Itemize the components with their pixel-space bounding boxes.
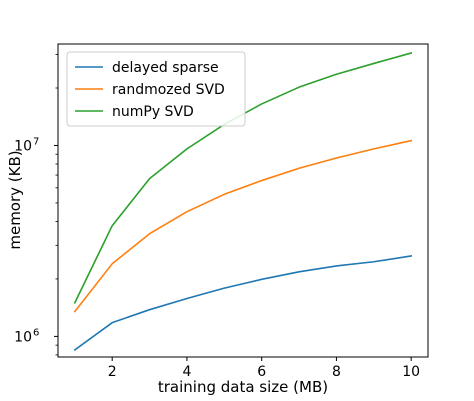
y-tick-exponent: 6 bbox=[33, 327, 39, 338]
y-minor-ticks bbox=[55, 53, 58, 356]
x-axis-label: training data size (MB) bbox=[158, 378, 328, 396]
series-line-1 bbox=[73, 139, 413, 313]
legend: delayed sparse randmozed SVD numPy SVD bbox=[66, 51, 246, 127]
x-tick-label: 10 bbox=[402, 364, 420, 380]
x-axis-ticks: 2 4 6 8 10 bbox=[108, 357, 420, 380]
axes-frame bbox=[57, 43, 429, 358]
x-tick-label: 6 bbox=[257, 364, 266, 380]
y-axis-label: memory (KB) bbox=[6, 150, 24, 249]
legend-label: randmozed SVD bbox=[112, 82, 225, 98]
legend-label: delayed sparse bbox=[112, 60, 219, 76]
legend-box bbox=[66, 51, 246, 127]
y-tick-label: 10 bbox=[14, 138, 32, 154]
legend-label: numPy SVD bbox=[112, 104, 194, 120]
y-tick-label: 10 bbox=[14, 329, 32, 345]
x-tick-label: 8 bbox=[332, 364, 341, 380]
series-line-0 bbox=[73, 254, 413, 351]
x-tick-label: 2 bbox=[108, 364, 117, 380]
x-tick-label: 4 bbox=[182, 364, 191, 380]
y-tick-exponent: 7 bbox=[33, 136, 39, 147]
